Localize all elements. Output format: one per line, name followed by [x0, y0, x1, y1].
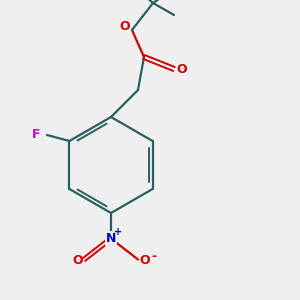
Text: -: -: [151, 250, 156, 263]
Text: O: O: [176, 62, 187, 76]
Text: O: O: [119, 20, 130, 34]
Text: +: +: [114, 227, 123, 237]
Text: N: N: [106, 232, 116, 245]
Text: O: O: [72, 254, 83, 268]
Text: F: F: [32, 128, 41, 142]
Text: O: O: [139, 254, 150, 268]
